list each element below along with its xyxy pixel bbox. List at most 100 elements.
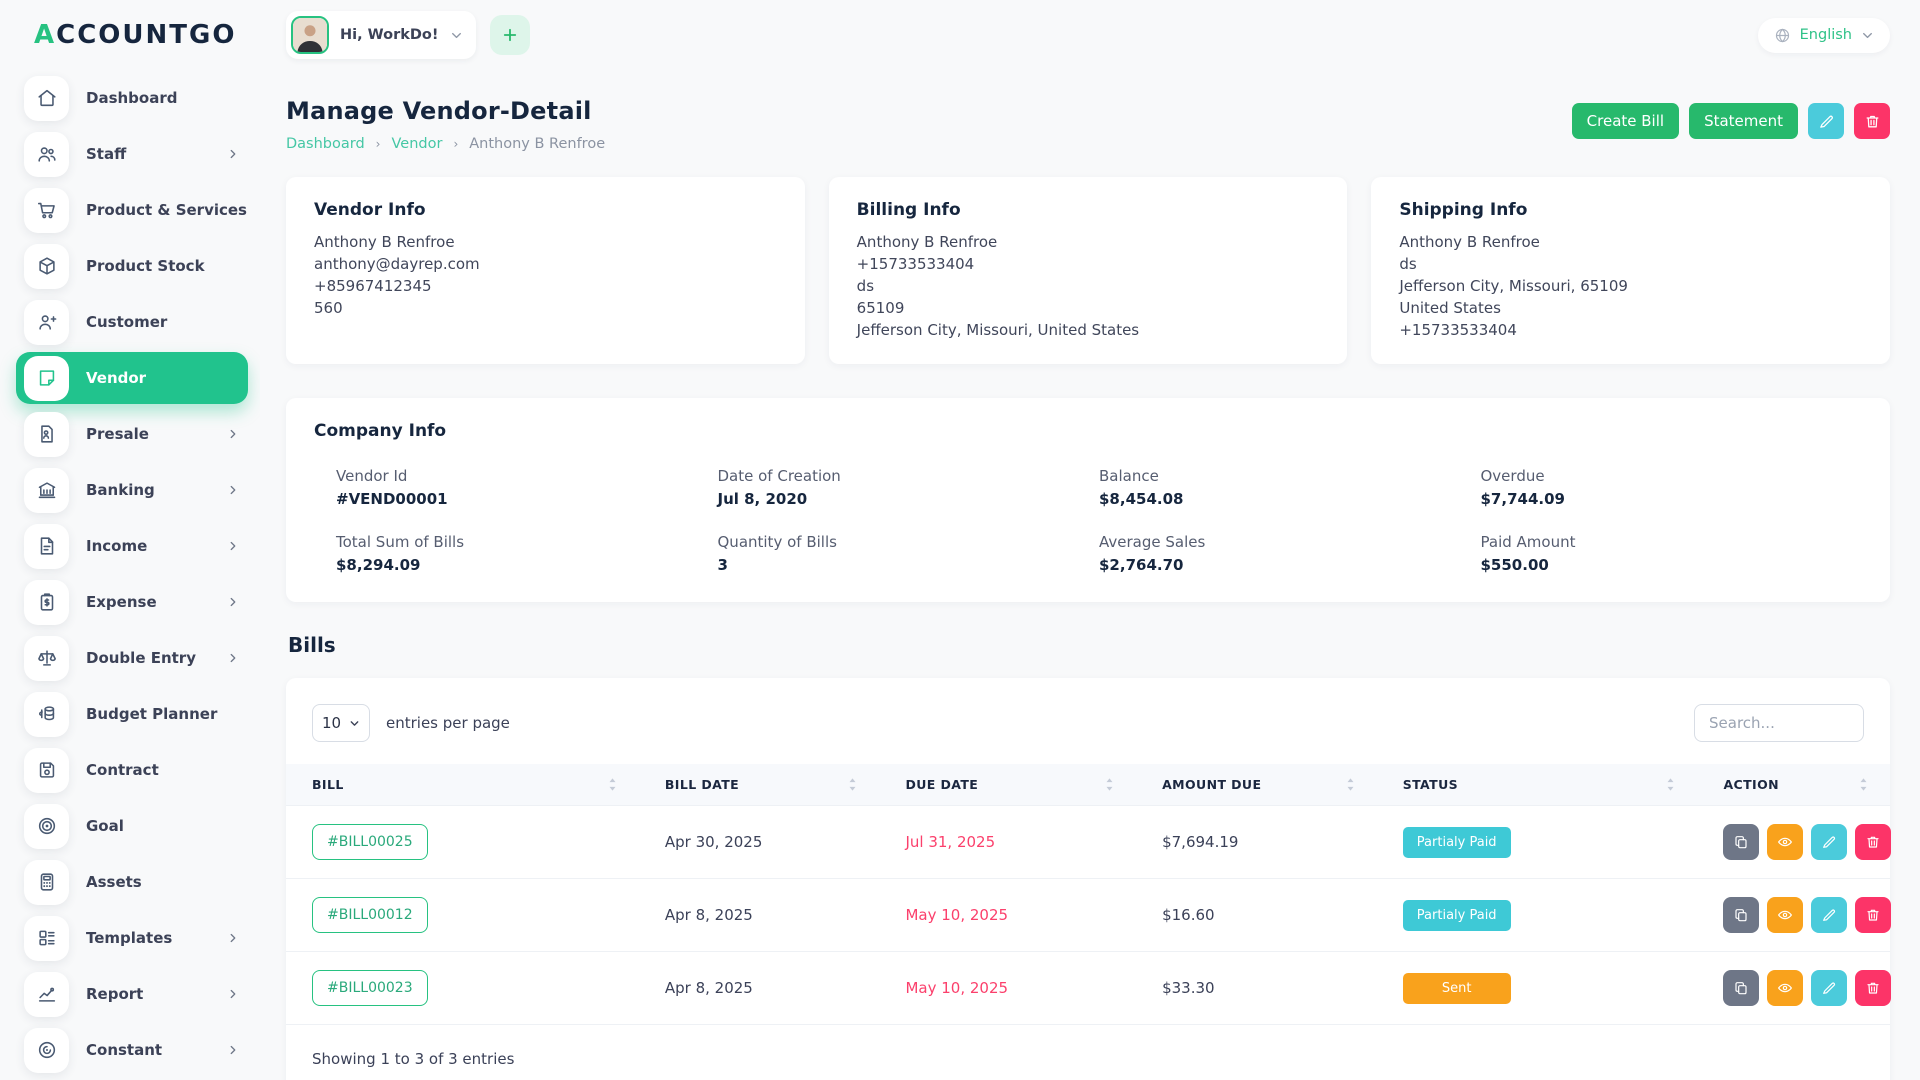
amount-due-cell: $33.30: [1136, 951, 1377, 1026]
language-label: English: [1799, 27, 1852, 43]
view-bill-button[interactable]: [1767, 824, 1804, 861]
stat-label: Date of Creation: [717, 467, 841, 486]
avatar: [291, 16, 329, 54]
info-line: ds: [856, 276, 875, 295]
sidebar-item-label: Presale: [86, 425, 149, 443]
greeting-text: Hi, WorkDo!: [340, 27, 439, 43]
due-date-cell: May 10, 2025: [879, 878, 1137, 953]
app-logo[interactable]: ACCOUNTGO: [0, 20, 260, 50]
bill-link[interactable]: #BILL00012: [312, 897, 428, 934]
sort-icon[interactable]: [1666, 777, 1675, 792]
duplicate-bill-button[interactable]: [1723, 897, 1760, 934]
sidebar-nav: Dashboard Staff Product & Services Product …: [0, 70, 260, 1078]
sidebar-item-goal[interactable]: Goal: [0, 798, 260, 854]
column-header-bill[interactable]: BILL: [286, 764, 639, 806]
info-line: Jefferson City, Missouri, 65109: [1399, 276, 1628, 295]
sidebar-item-double-entry[interactable]: Double Entry: [0, 630, 260, 686]
column-header-amount-due[interactable]: AMOUNT DUE: [1136, 764, 1377, 806]
shipping-info-card: Shipping Info Anthony B Renfroe ds Jeffers…: [1371, 177, 1891, 365]
info-line: 65109: [856, 298, 905, 317]
sidebar-item-banking[interactable]: Banking: [0, 462, 260, 518]
sidebar-item-report[interactable]: Report: [0, 966, 260, 1022]
stat-value: $550.00: [1480, 556, 1549, 575]
sidebar-item-contract[interactable]: Contract: [0, 742, 260, 798]
sidebar-item-label: Assets: [86, 873, 142, 891]
stat-quantity-of-bills: Quantity of Bills 3: [718, 533, 1100, 574]
sort-icon[interactable]: [848, 777, 857, 792]
info-line: +15733533404: [856, 254, 975, 273]
delete-bill-button[interactable]: [1855, 970, 1892, 1007]
sidebar-item-label: Constant: [86, 1041, 163, 1059]
eye-icon: [1777, 907, 1793, 923]
stat-label: Balance: [1099, 467, 1159, 486]
sort-icon[interactable]: [1859, 777, 1868, 792]
sidebar-item-staff[interactable]: Staff: [0, 126, 260, 182]
sidebar-item-budget-planner[interactable]: Budget Planner: [0, 686, 260, 742]
add-button[interactable]: [489, 15, 530, 55]
delete-bill-button[interactable]: [1855, 897, 1892, 934]
breadcrumb-dashboard[interactable]: Dashboard: [286, 136, 365, 152]
chevron-right-icon: [226, 595, 240, 609]
column-header-due-date[interactable]: DUE DATE: [879, 764, 1136, 806]
sidebar-item-label: Banking: [86, 481, 155, 499]
sidebar-item-product-stock[interactable]: Product Stock: [0, 238, 260, 294]
chevron-down-icon: [450, 29, 463, 42]
bill-date-cell: Apr 8, 2025: [638, 878, 880, 953]
globe-icon: [1774, 27, 1791, 44]
sidebar-item-income[interactable]: Income: [0, 518, 260, 574]
stat-value: $8,294.09: [336, 556, 421, 575]
edit-bill-button[interactable]: [1811, 970, 1848, 1007]
sidebar-item-constant[interactable]: Constant: [0, 1022, 260, 1078]
bill-link[interactable]: #BILL00023: [312, 970, 428, 1007]
breadcrumb-vendor[interactable]: Vendor: [391, 136, 443, 152]
edit-bill-button[interactable]: [1811, 897, 1848, 934]
chevron-right-icon: [226, 931, 240, 945]
info-line: United States: [1399, 298, 1501, 317]
sidebar-item-product-services[interactable]: Product & Services: [0, 182, 260, 238]
sidebar-item-templates[interactable]: Templates: [0, 910, 260, 966]
duplicate-bill-button[interactable]: [1723, 824, 1760, 861]
sidebar-item-label: Contract: [86, 761, 159, 779]
sidebar-item-dashboard[interactable]: Dashboard: [0, 70, 260, 126]
user-menu[interactable]: Hi, WorkDo!: [286, 11, 476, 59]
sort-icon[interactable]: [1346, 777, 1355, 792]
create-bill-button[interactable]: Create Bill: [1571, 103, 1680, 139]
language-selector[interactable]: English: [1757, 17, 1890, 53]
search-input[interactable]: [1694, 704, 1864, 743]
pencil-icon: [1821, 980, 1837, 996]
view-bill-button[interactable]: [1767, 897, 1804, 934]
sidebar-item-expense[interactable]: Expense: [0, 574, 260, 630]
entries-per-page-select[interactable]: 10: [312, 704, 370, 743]
status-badge: Sent: [1402, 972, 1511, 1004]
report-chart-icon: [24, 971, 69, 1017]
statement-button[interactable]: Statement: [1689, 103, 1798, 139]
view-bill-button[interactable]: [1767, 970, 1804, 1007]
eye-icon: [1777, 834, 1793, 850]
logo-text: CCOUNTGO: [56, 20, 237, 50]
breadcrumb: Dashboard › Vendor › Anthony B Renfroe: [286, 136, 605, 152]
income-file-icon: [24, 523, 69, 569]
stat-label: Quantity of Bills: [717, 533, 837, 552]
sidebar-item-customer[interactable]: Customer: [0, 294, 260, 350]
bill-date-cell: Apr 8, 2025: [638, 951, 880, 1026]
delete-bill-button[interactable]: [1855, 824, 1892, 861]
delete-vendor-button[interactable]: [1854, 103, 1890, 139]
column-header-action[interactable]: ACTION: [1697, 764, 1890, 806]
home-icon: [24, 75, 69, 121]
sidebar-item-assets[interactable]: Assets: [0, 854, 260, 910]
sidebar-item-label: Product Stock: [86, 257, 205, 275]
breadcrumb-separator: ›: [453, 137, 459, 151]
column-header-bill-date[interactable]: BILL DATE: [639, 764, 880, 806]
edit-vendor-button[interactable]: [1808, 103, 1844, 139]
calculator-icon: [24, 859, 69, 905]
sort-icon[interactable]: [1105, 777, 1114, 792]
edit-bill-button[interactable]: [1811, 824, 1848, 861]
table-row: #BILL00012 Apr 8, 2025 May 10, 2025 $16.60 P…: [286, 878, 1892, 953]
duplicate-bill-button[interactable]: [1723, 970, 1760, 1007]
table-controls: 10 entries per page: [286, 704, 1890, 764]
sort-icon[interactable]: [608, 777, 617, 792]
sidebar-item-vendor[interactable]: Vendor: [16, 352, 248, 404]
sidebar-item-presale[interactable]: Presale: [0, 406, 260, 462]
column-header-status[interactable]: STATUS: [1377, 764, 1698, 806]
bill-link[interactable]: #BILL00025: [312, 824, 428, 861]
